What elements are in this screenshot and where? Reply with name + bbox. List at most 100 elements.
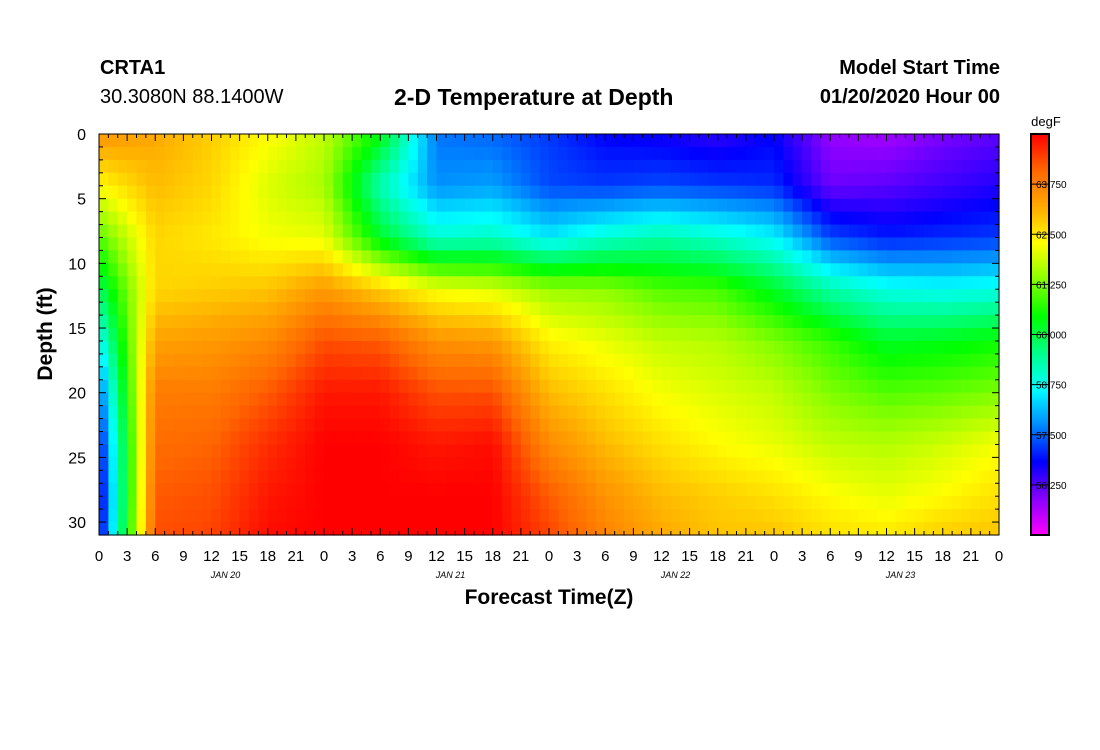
heatmap-cell <box>802 172 813 187</box>
heatmap-cell <box>305 405 316 420</box>
heatmap-cell <box>211 198 222 213</box>
heatmap-cell <box>839 353 850 368</box>
heatmap-cell <box>699 315 709 329</box>
heatmap-cell <box>342 224 353 239</box>
heatmap-cell <box>989 276 1000 290</box>
heatmap-cell <box>99 302 109 316</box>
heatmap-cell <box>624 211 634 226</box>
heatmap-cell <box>689 392 700 407</box>
heatmap-cell <box>239 159 250 174</box>
heatmap-cell <box>192 185 203 200</box>
heatmap-cell <box>755 289 766 303</box>
heatmap-cell <box>99 159 109 174</box>
heatmap-cell <box>211 509 222 523</box>
heatmap-cell <box>520 263 531 277</box>
heatmap-cell <box>624 289 634 303</box>
heatmap-cell <box>230 418 241 433</box>
heatmap-cell <box>352 172 363 187</box>
heatmap-cell <box>464 289 475 303</box>
heatmap-cell <box>333 328 344 342</box>
heatmap-cell <box>520 379 531 394</box>
heatmap-cell <box>417 302 428 316</box>
heatmap-cell <box>895 211 906 226</box>
heatmap-cell <box>924 134 934 148</box>
heatmap-cell <box>267 522 278 536</box>
heatmap-cell <box>708 522 719 536</box>
heatmap-cell <box>970 302 981 316</box>
heatmap-cell <box>708 496 719 510</box>
heatmap-cell <box>961 470 972 484</box>
heatmap-cell <box>745 185 756 200</box>
heatmap-cell <box>370 444 381 458</box>
heatmap-cell <box>895 185 906 200</box>
heatmap-cell <box>108 405 119 420</box>
heatmap-cell <box>849 353 859 368</box>
heatmap-cell <box>633 172 644 187</box>
heatmap-cell <box>783 289 794 303</box>
heatmap-cell <box>220 211 231 226</box>
heatmap-cell <box>361 470 372 484</box>
station-coordinates: 30.3080N 88.1400W <box>100 86 284 108</box>
heatmap-cell <box>886 172 897 187</box>
heatmap-cell <box>699 392 709 407</box>
heatmap-cell <box>286 509 297 523</box>
heatmap-cell <box>249 509 259 523</box>
heatmap-cell <box>811 198 822 213</box>
heatmap-cell <box>792 185 803 200</box>
heatmap-cell <box>295 237 306 252</box>
heatmap-cell <box>586 146 597 161</box>
heatmap-cell <box>295 418 306 433</box>
heatmap-cell <box>333 172 344 187</box>
heatmap-cell <box>455 496 466 510</box>
heatmap-cell <box>942 496 953 510</box>
heatmap-cell <box>989 146 1000 161</box>
heatmap-cell <box>520 224 531 239</box>
heatmap-cell <box>183 340 194 355</box>
heatmap-cell <box>614 159 625 174</box>
heatmap-cell <box>745 250 756 264</box>
heatmap-cell <box>877 263 888 277</box>
heatmap-cell <box>670 418 681 433</box>
heatmap-cell <box>249 315 259 329</box>
heatmap-cell <box>642 379 653 394</box>
heatmap-cell <box>492 237 503 252</box>
heatmap-cell <box>380 172 391 187</box>
heatmap-cell <box>249 250 259 264</box>
heatmap-cell <box>417 444 428 458</box>
heatmap-cell <box>633 237 644 252</box>
heatmap-cell <box>455 250 466 264</box>
heatmap-cell <box>652 379 663 394</box>
heatmap-cell <box>380 289 391 303</box>
heatmap-cell <box>577 250 588 264</box>
heatmap-cell <box>802 224 813 239</box>
heatmap-cell <box>314 509 325 523</box>
heatmap-cell <box>361 159 372 174</box>
heatmap-cell <box>886 522 897 536</box>
heatmap-cell <box>970 224 981 239</box>
heatmap-cell <box>239 250 250 264</box>
heatmap-cell <box>183 250 194 264</box>
heatmap-cell <box>558 328 569 342</box>
heatmap-cell <box>174 522 184 536</box>
heatmap-cell <box>586 224 597 239</box>
heatmap-cell <box>727 522 738 536</box>
heatmap-cell <box>324 444 334 458</box>
heatmap-cell <box>164 250 175 264</box>
heatmap-cell <box>924 237 934 252</box>
heatmap-cell <box>577 353 588 368</box>
heatmap-cell <box>361 392 372 407</box>
heatmap-cell <box>539 172 550 187</box>
heatmap-cell <box>755 444 766 458</box>
heatmap-cell <box>136 418 147 433</box>
heatmap-cell <box>155 496 166 510</box>
heatmap-cell <box>820 134 831 148</box>
heatmap-cell <box>145 276 156 290</box>
heatmap-cell <box>511 172 522 187</box>
heatmap-cell <box>370 457 381 471</box>
heatmap-cell <box>595 302 606 316</box>
heatmap-cell <box>933 457 944 471</box>
heatmap-cell <box>717 522 728 536</box>
heatmap-cell <box>99 211 109 226</box>
heatmap-cell <box>380 224 391 239</box>
heatmap-cell <box>295 353 306 368</box>
